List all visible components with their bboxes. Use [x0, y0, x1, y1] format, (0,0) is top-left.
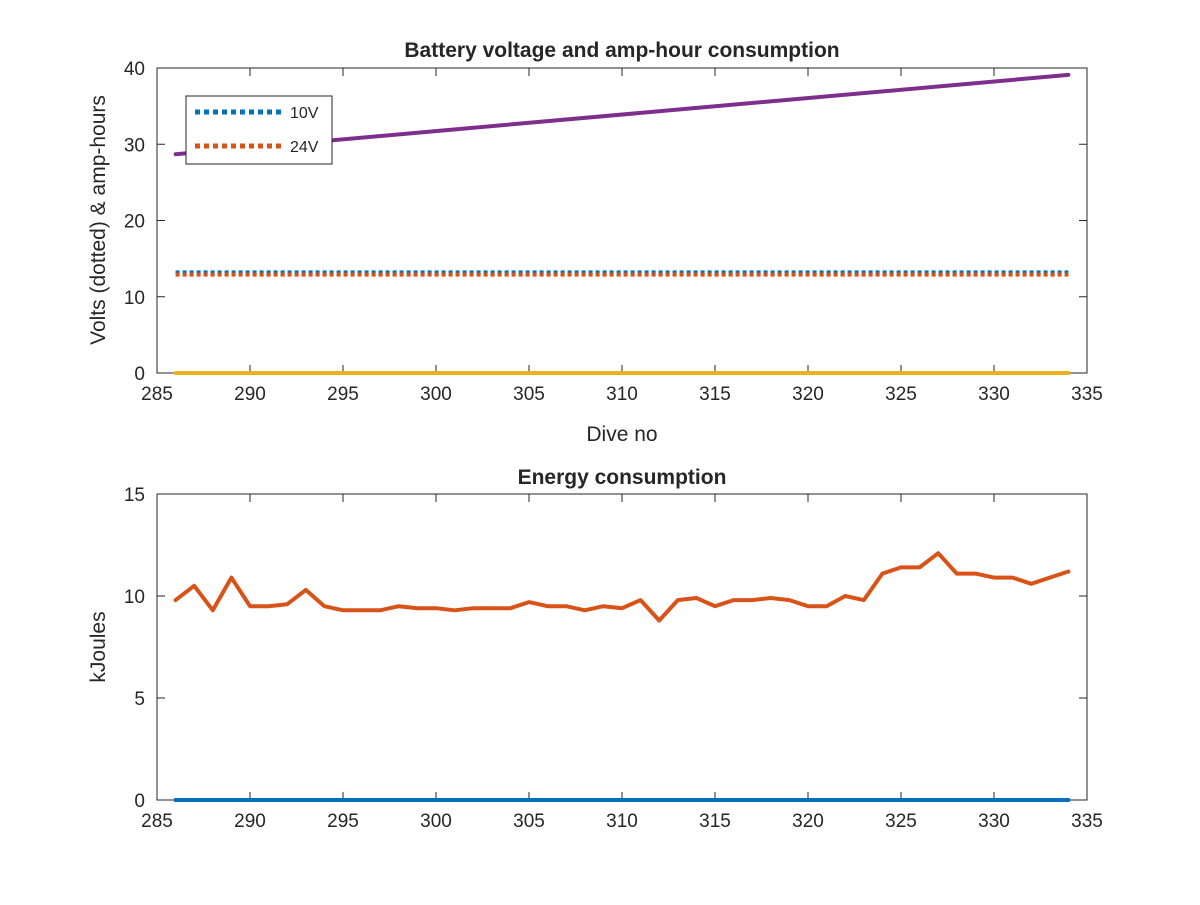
x-tick-label-top: 330	[978, 384, 1010, 405]
chart-title-bottom: Energy consumption	[518, 466, 727, 489]
plot-energy: Energy consumption kJoules 285 290 295 300 3…	[87, 466, 1103, 832]
axes-box-bottom	[156, 493, 1088, 801]
legend-label-10v: 10V	[290, 105, 319, 122]
x-axis-label-top: Dive no	[586, 423, 657, 446]
y-tick-label-bottom: 5	[134, 689, 145, 710]
x-tick-label-bottom: 315	[699, 811, 731, 832]
plot-voltage-amphours: Battery voltage and amp-hour consumption…	[87, 39, 1103, 446]
x-tick-label-top: 335	[1071, 384, 1103, 405]
y-tick-label-top: 20	[124, 212, 145, 233]
x-tick-label-top: 285	[141, 384, 173, 405]
y-tick-label-top: 0	[134, 364, 145, 385]
x-tick-label-bottom: 325	[885, 811, 917, 832]
x-tick-label-bottom: 335	[1071, 811, 1103, 832]
x-tick-label-bottom: 320	[792, 811, 824, 832]
x-tick-label-bottom: 285	[141, 811, 173, 832]
x-tick-label-top: 325	[885, 384, 917, 405]
y-tick-label-bottom: 0	[134, 791, 145, 812]
y-tick-label-top: 30	[124, 135, 145, 156]
y-tick-label-top: 40	[124, 59, 145, 80]
x-tick-label-bottom: 290	[234, 811, 266, 832]
y-axis-label-top: Volts (dotted) & amp-hours	[87, 95, 110, 345]
y-axis-label-bottom: kJoules	[87, 611, 110, 682]
x-tick-label-top: 300	[420, 384, 452, 405]
x-tick-label-top: 290	[234, 384, 266, 405]
x-tick-label-bottom: 330	[978, 811, 1010, 832]
x-tick-label-bottom: 305	[513, 811, 545, 832]
legend: 10V 24V	[185, 95, 333, 165]
y-tick-label-top: 10	[124, 288, 145, 309]
x-tick-label-bottom: 310	[606, 811, 638, 832]
ticks-bottom: 285 290 295 300 305 310 315 320 325 330 335 0 5 10 15	[124, 485, 1103, 832]
x-tick-label-top: 315	[699, 384, 731, 405]
x-tick-label-top: 320	[792, 384, 824, 405]
x-tick-label-top: 305	[513, 384, 545, 405]
x-tick-label-top: 295	[327, 384, 359, 405]
y-tick-label-bottom: 15	[124, 485, 145, 506]
x-tick-label-top: 310	[606, 384, 638, 405]
legend-box	[185, 95, 333, 165]
x-tick-label-bottom: 295	[327, 811, 359, 832]
x-tick-label-bottom: 300	[420, 811, 452, 832]
legend-label-24v: 24V	[290, 139, 319, 156]
chart-title-top: Battery voltage and amp-hour consumption	[404, 39, 839, 62]
series-bottom	[173, 551, 1071, 802]
ticks-top: 285 290 295 300 305 310 315 320 325 330 335 0 10 20 30…	[124, 59, 1103, 405]
series-line-bottom-line-1	[173, 551, 1071, 623]
y-tick-label-bottom: 10	[124, 587, 145, 608]
